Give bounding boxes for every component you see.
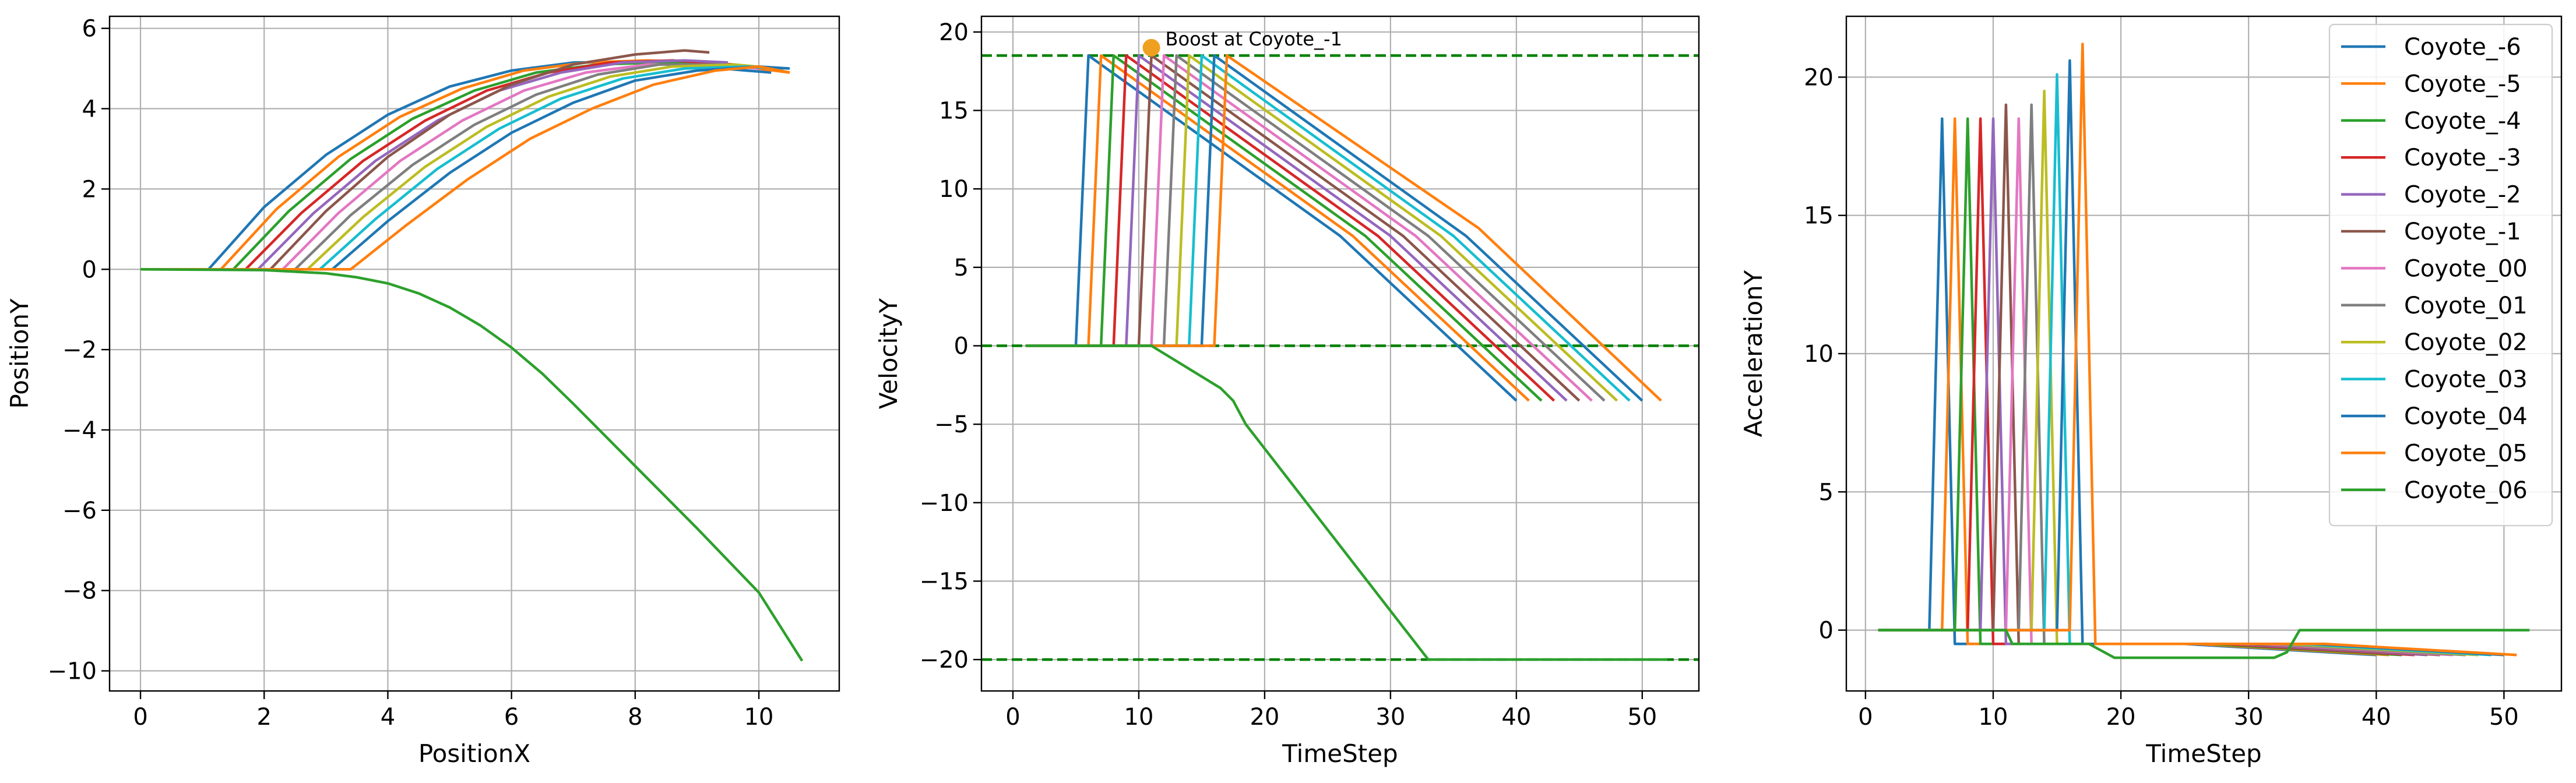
series-line-coyote--6 — [140, 61, 772, 271]
y-tick-label: 0 — [82, 256, 97, 283]
x-tick-label: 10 — [1979, 704, 2008, 731]
legend-label: Coyote_-1 — [2404, 218, 2521, 245]
legend-label: Coyote_00 — [2404, 255, 2528, 282]
x-tick-label: 50 — [1627, 704, 1657, 731]
legend-label: Coyote_-6 — [2404, 34, 2521, 61]
series-line-coyote--4 — [140, 61, 778, 271]
x-tick-label: 30 — [1375, 704, 1405, 731]
y-tick-label: −8 — [62, 578, 97, 605]
series-line-coyote-03 — [140, 65, 784, 271]
y-tick-label: 15 — [939, 98, 969, 125]
series-line-coyote-06 — [1878, 629, 2530, 659]
legend-label: Coyote_-5 — [2404, 70, 2521, 97]
legend-box — [2328, 23, 2553, 527]
x-tick-label: 20 — [2106, 704, 2136, 731]
plot-frame — [1845, 15, 2563, 692]
legend-label: Coyote_04 — [2404, 403, 2528, 430]
y-tick-label: 5 — [954, 255, 969, 281]
x-tick-label: 0 — [1858, 704, 1873, 731]
annotation-label: Boost at Coyote_-1 — [1166, 28, 1342, 50]
chart-panels: 0 2 4 6 8 106420−2−4−6−8−10PositionXPositionY… — [5, 15, 2563, 768]
x-axis-label: TimeStep — [2145, 739, 2261, 768]
y-tick-label: 0 — [1819, 618, 1834, 644]
x-tick-label: 0 — [1005, 704, 1020, 731]
y-tick-label: −15 — [920, 568, 969, 595]
plot-area — [1878, 43, 2530, 659]
y-axis-label: VelocityY — [874, 298, 903, 409]
y-tick-label: 20 — [1804, 64, 1834, 91]
y-tick-label: −6 — [62, 498, 97, 524]
legend-label: Coyote_03 — [2404, 366, 2528, 393]
x-tick-label: 40 — [1501, 704, 1531, 731]
series-line-coyote-06 — [1025, 344, 1667, 661]
x-axis-label: TimeStep — [1282, 739, 1398, 768]
y-tick-label: 10 — [1804, 341, 1834, 368]
x-tick-label: 50 — [2489, 704, 2519, 731]
x-tick-label: 10 — [744, 704, 774, 731]
series-line-coyote--3 — [140, 59, 759, 271]
y-tick-label: −5 — [934, 411, 969, 438]
legend-label: Coyote_-4 — [2404, 108, 2521, 135]
x-axis-label: PositionX — [418, 739, 530, 768]
grid — [981, 16, 1699, 691]
series-line-coyote-02 — [140, 63, 778, 271]
plot-frame — [980, 15, 1700, 692]
x-tick-label: 40 — [2362, 704, 2391, 731]
grid — [110, 16, 839, 691]
series-line-coyote-05 — [1878, 43, 2517, 657]
series-line-coyote-02 — [1025, 54, 1618, 402]
y-tick-label: −20 — [920, 647, 969, 673]
series-line-coyote-01 — [140, 63, 772, 271]
legend-label: Coyote_02 — [2404, 329, 2528, 356]
y-tick-label: 15 — [1804, 203, 1834, 230]
axes: 0 10 20 30 40 5020151050−5−10−15−20TimeStepVe… — [874, 19, 1657, 768]
chart-panel-3: 0 10 20 30 40 5020151050TimeStepAccelerationY… — [1739, 15, 2563, 768]
series-line-coyote--1 — [140, 49, 710, 271]
x-tick-label: 20 — [1250, 704, 1279, 731]
chart-panel-1: 0 2 4 6 8 10 6 4 2 0 −2 −4 −6 −8 −10 PositionX PositionY — [5, 15, 840, 768]
legend-label: Coyote_01 — [2404, 292, 2528, 319]
legend-label: Coyote_-2 — [2404, 182, 2521, 209]
series-line-coyote-06 — [140, 268, 804, 662]
annotation-marker — [1142, 38, 1160, 57]
legend-label: Coyote_06 — [2404, 477, 2528, 504]
legend-label: Coyote_-3 — [2404, 144, 2521, 171]
x-tick-label: 4 — [381, 704, 395, 731]
x-tick-label: 8 — [628, 704, 642, 731]
y-axis-label: PositionY — [5, 298, 34, 409]
plot-frame — [108, 15, 840, 692]
y-tick-label: −2 — [62, 337, 97, 364]
y-tick-label: 10 — [939, 176, 969, 203]
x-tick-label: 6 — [504, 704, 519, 731]
y-tick-label: 4 — [82, 96, 97, 123]
y-tick-label: 0 — [954, 333, 969, 360]
y-tick-label: −10 — [920, 490, 969, 517]
y-tick-label: 5 — [1819, 479, 1834, 506]
chart-panel-2: 0 10 20 30 40 5020151050−5−10−15−20TimeStepVe… — [874, 15, 1700, 768]
y-tick-label: −10 — [48, 658, 97, 685]
series-line-coyote--5 — [1878, 117, 2390, 657]
y-axis-label: AccelerationY — [1739, 270, 1768, 437]
plot-area — [140, 49, 804, 662]
axes: 0 2 4 6 8 10 6 4 2 0 −2 −4 −6 −8 −10 PositionX PositionY — [5, 16, 774, 768]
series-line-coyote--2 — [140, 59, 729, 271]
x-tick-label: 10 — [1124, 704, 1154, 731]
series-line-coyote-05 — [140, 65, 790, 271]
x-tick-label: 0 — [133, 704, 147, 731]
series-line-coyote-04 — [140, 65, 790, 271]
x-tick-label: 30 — [2234, 704, 2264, 731]
x-tick-label: 2 — [257, 704, 272, 731]
legend-label: Coyote_05 — [2404, 440, 2528, 467]
y-tick-label: −4 — [62, 417, 97, 444]
y-tick-label: 6 — [82, 16, 97, 43]
series-line-coyote--4 — [1025, 54, 1543, 402]
plot-area — [981, 54, 1699, 661]
y-tick-label: 20 — [939, 19, 969, 46]
y-tick-label: 2 — [82, 176, 97, 203]
legend: Coyote_-6 Coyote_-5 Coyote_-4 Coyote_-3 Coyo… — [2328, 23, 2553, 527]
